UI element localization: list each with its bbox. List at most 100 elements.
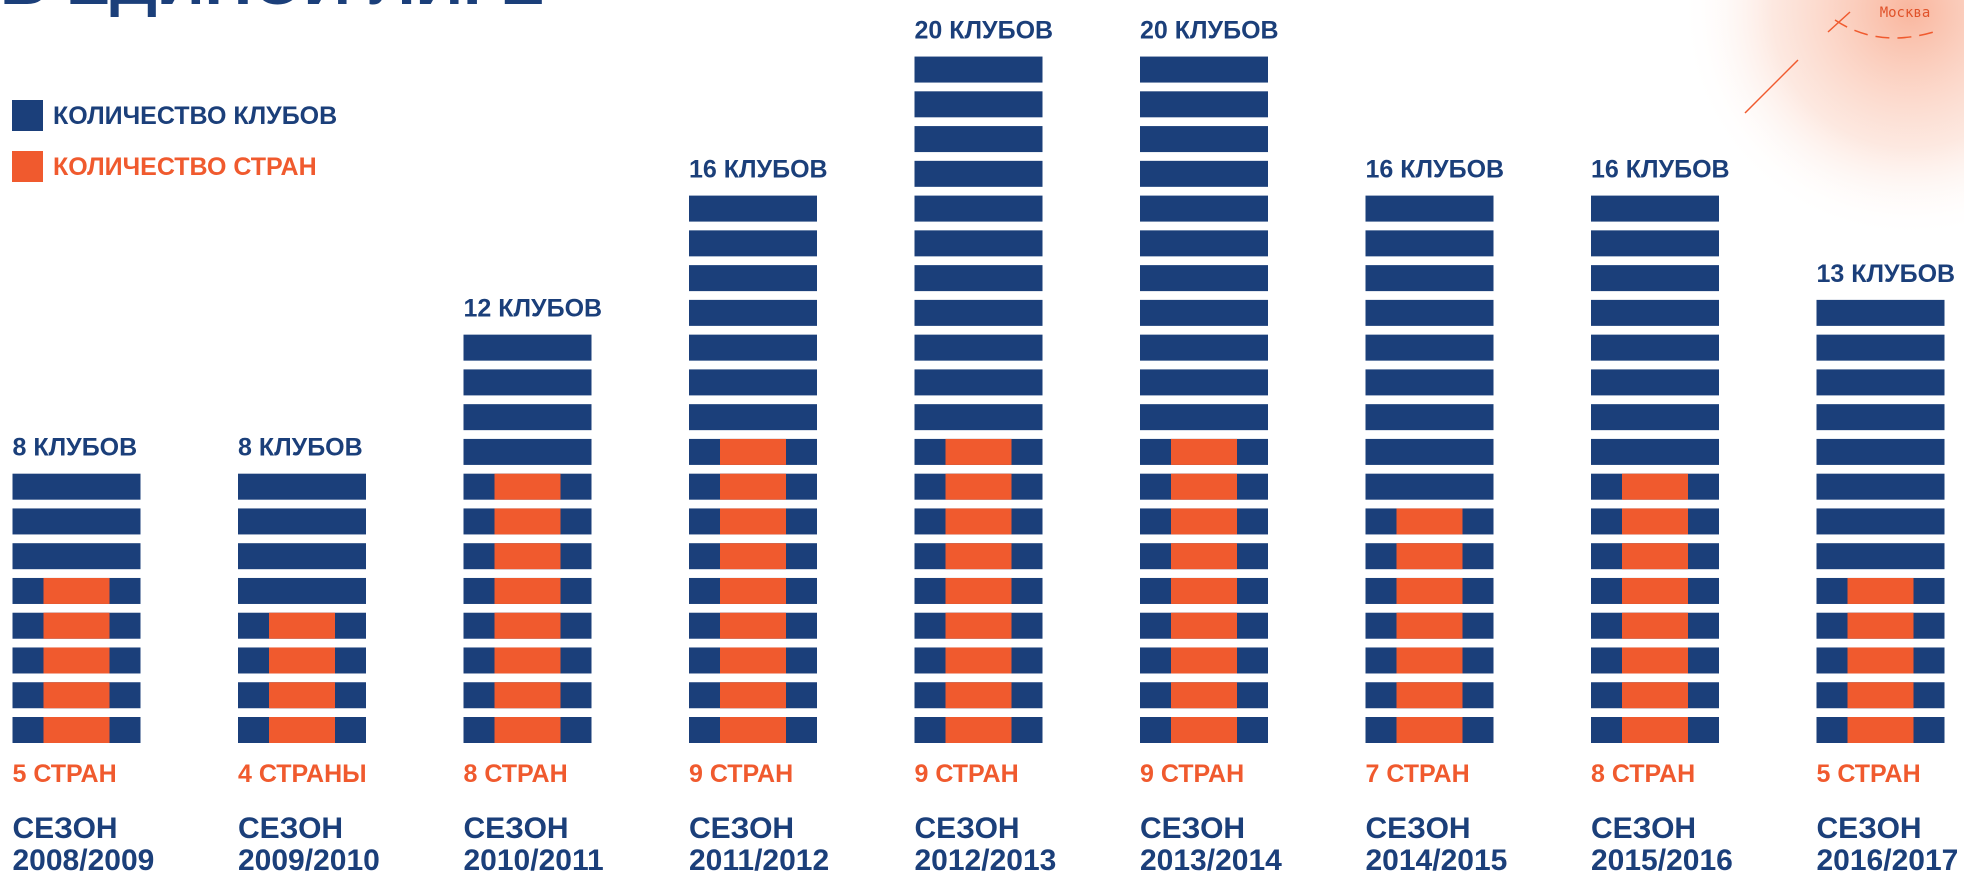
club-unit: [1366, 474, 1494, 500]
country-unit: [1848, 717, 1914, 743]
country-unit: [1622, 543, 1688, 569]
country-unit: [720, 439, 786, 465]
club-unit: [1366, 265, 1494, 291]
country-unit: [720, 543, 786, 569]
season-label: 2011/2012: [689, 844, 829, 873]
club-unit: [1140, 196, 1268, 222]
club-unit: [1817, 335, 1945, 361]
club-unit: [1140, 126, 1268, 152]
club-unit: [13, 543, 141, 569]
legend-label: КОЛИЧЕСТВО СТРАН: [53, 153, 317, 181]
club-unit: [689, 404, 817, 430]
country-stack: [495, 474, 561, 743]
country-unit: [1397, 717, 1463, 743]
country-stack: [1848, 578, 1914, 743]
season-prefix: СЕЗОН: [1591, 812, 1696, 845]
country-unit: [1397, 578, 1463, 604]
club-unit: [1140, 369, 1268, 395]
club-unit: [1366, 369, 1494, 395]
country-unit: [1171, 682, 1237, 708]
club-unit: [464, 439, 592, 465]
country-unit: [946, 717, 1012, 743]
country-unit: [946, 647, 1012, 673]
season-prefix: СЕЗОН: [689, 812, 794, 845]
country-unit: [1622, 682, 1688, 708]
country-stack: [1397, 508, 1463, 743]
country-stack: [720, 439, 786, 743]
club-unit: [1366, 335, 1494, 361]
club-label: 8 КЛУБОВ: [238, 434, 363, 462]
club-unit: [1817, 508, 1945, 534]
country-unit: [1397, 647, 1463, 673]
country-label: 9 СТРАН: [1140, 760, 1244, 788]
club-unit: [1366, 300, 1494, 326]
club-unit: [1140, 230, 1268, 256]
country-unit: [495, 474, 561, 500]
country-unit: [495, 717, 561, 743]
country-unit: [269, 613, 335, 639]
club-unit: [915, 196, 1043, 222]
club-unit: [1366, 230, 1494, 256]
club-unit: [915, 230, 1043, 256]
country-unit: [269, 682, 335, 708]
club-stack: [915, 57, 1043, 743]
country-unit: [946, 439, 1012, 465]
club-unit: [1591, 230, 1719, 256]
club-unit: [1140, 335, 1268, 361]
club-unit: [689, 369, 817, 395]
club-unit: [13, 474, 141, 500]
country-unit: [946, 613, 1012, 639]
country-unit: [495, 682, 561, 708]
country-unit: [1848, 682, 1914, 708]
club-unit: [1817, 404, 1945, 430]
club-unit: [1366, 439, 1494, 465]
season-prefix: СЕЗОН: [238, 812, 343, 845]
season-prefix: СЕЗОН: [1140, 812, 1245, 845]
country-unit: [44, 613, 110, 639]
country-label: 4 СТРАНЫ: [238, 760, 367, 788]
country-unit: [720, 613, 786, 639]
club-unit: [689, 335, 817, 361]
season-label: 2009/2010: [238, 844, 380, 873]
country-unit: [946, 682, 1012, 708]
club-unit: [1817, 300, 1945, 326]
club-stack: [464, 335, 592, 743]
country-unit: [269, 717, 335, 743]
country-unit: [1622, 613, 1688, 639]
country-unit: [1397, 613, 1463, 639]
club-unit: [1140, 91, 1268, 117]
club-unit: [915, 335, 1043, 361]
country-unit: [1171, 439, 1237, 465]
country-unit: [1171, 508, 1237, 534]
legend-swatch: [12, 151, 43, 182]
season-label: 2012/2013: [915, 844, 1057, 873]
club-unit: [915, 57, 1043, 83]
country-unit: [44, 578, 110, 604]
country-unit: [946, 474, 1012, 500]
club-unit: [1817, 439, 1945, 465]
club-unit: [915, 300, 1043, 326]
country-label: 9 СТРАН: [689, 760, 793, 788]
club-unit: [1817, 369, 1945, 395]
club-unit: [915, 91, 1043, 117]
country-unit: [1171, 647, 1237, 673]
map-label: Москва: [1880, 5, 1931, 21]
club-unit: [464, 369, 592, 395]
season-prefix: СЕЗОН: [464, 812, 569, 845]
country-unit: [1171, 543, 1237, 569]
chart-title: В ЕДИНОЙ ЛИГЕ: [0, 0, 544, 18]
club-unit: [238, 543, 366, 569]
country-unit: [946, 578, 1012, 604]
club-unit: [1591, 335, 1719, 361]
country-label: 5 СТРАН: [1817, 760, 1921, 788]
country-unit: [495, 647, 561, 673]
country-unit: [1848, 647, 1914, 673]
season-label: 2015/2016: [1591, 844, 1733, 873]
club-label: 12 КЛУБОВ: [464, 295, 603, 323]
country-label: 5 СТРАН: [13, 760, 117, 788]
club-unit: [1591, 439, 1719, 465]
country-unit: [1171, 578, 1237, 604]
club-label: 13 КЛУБОВ: [1817, 260, 1956, 288]
country-unit: [44, 717, 110, 743]
